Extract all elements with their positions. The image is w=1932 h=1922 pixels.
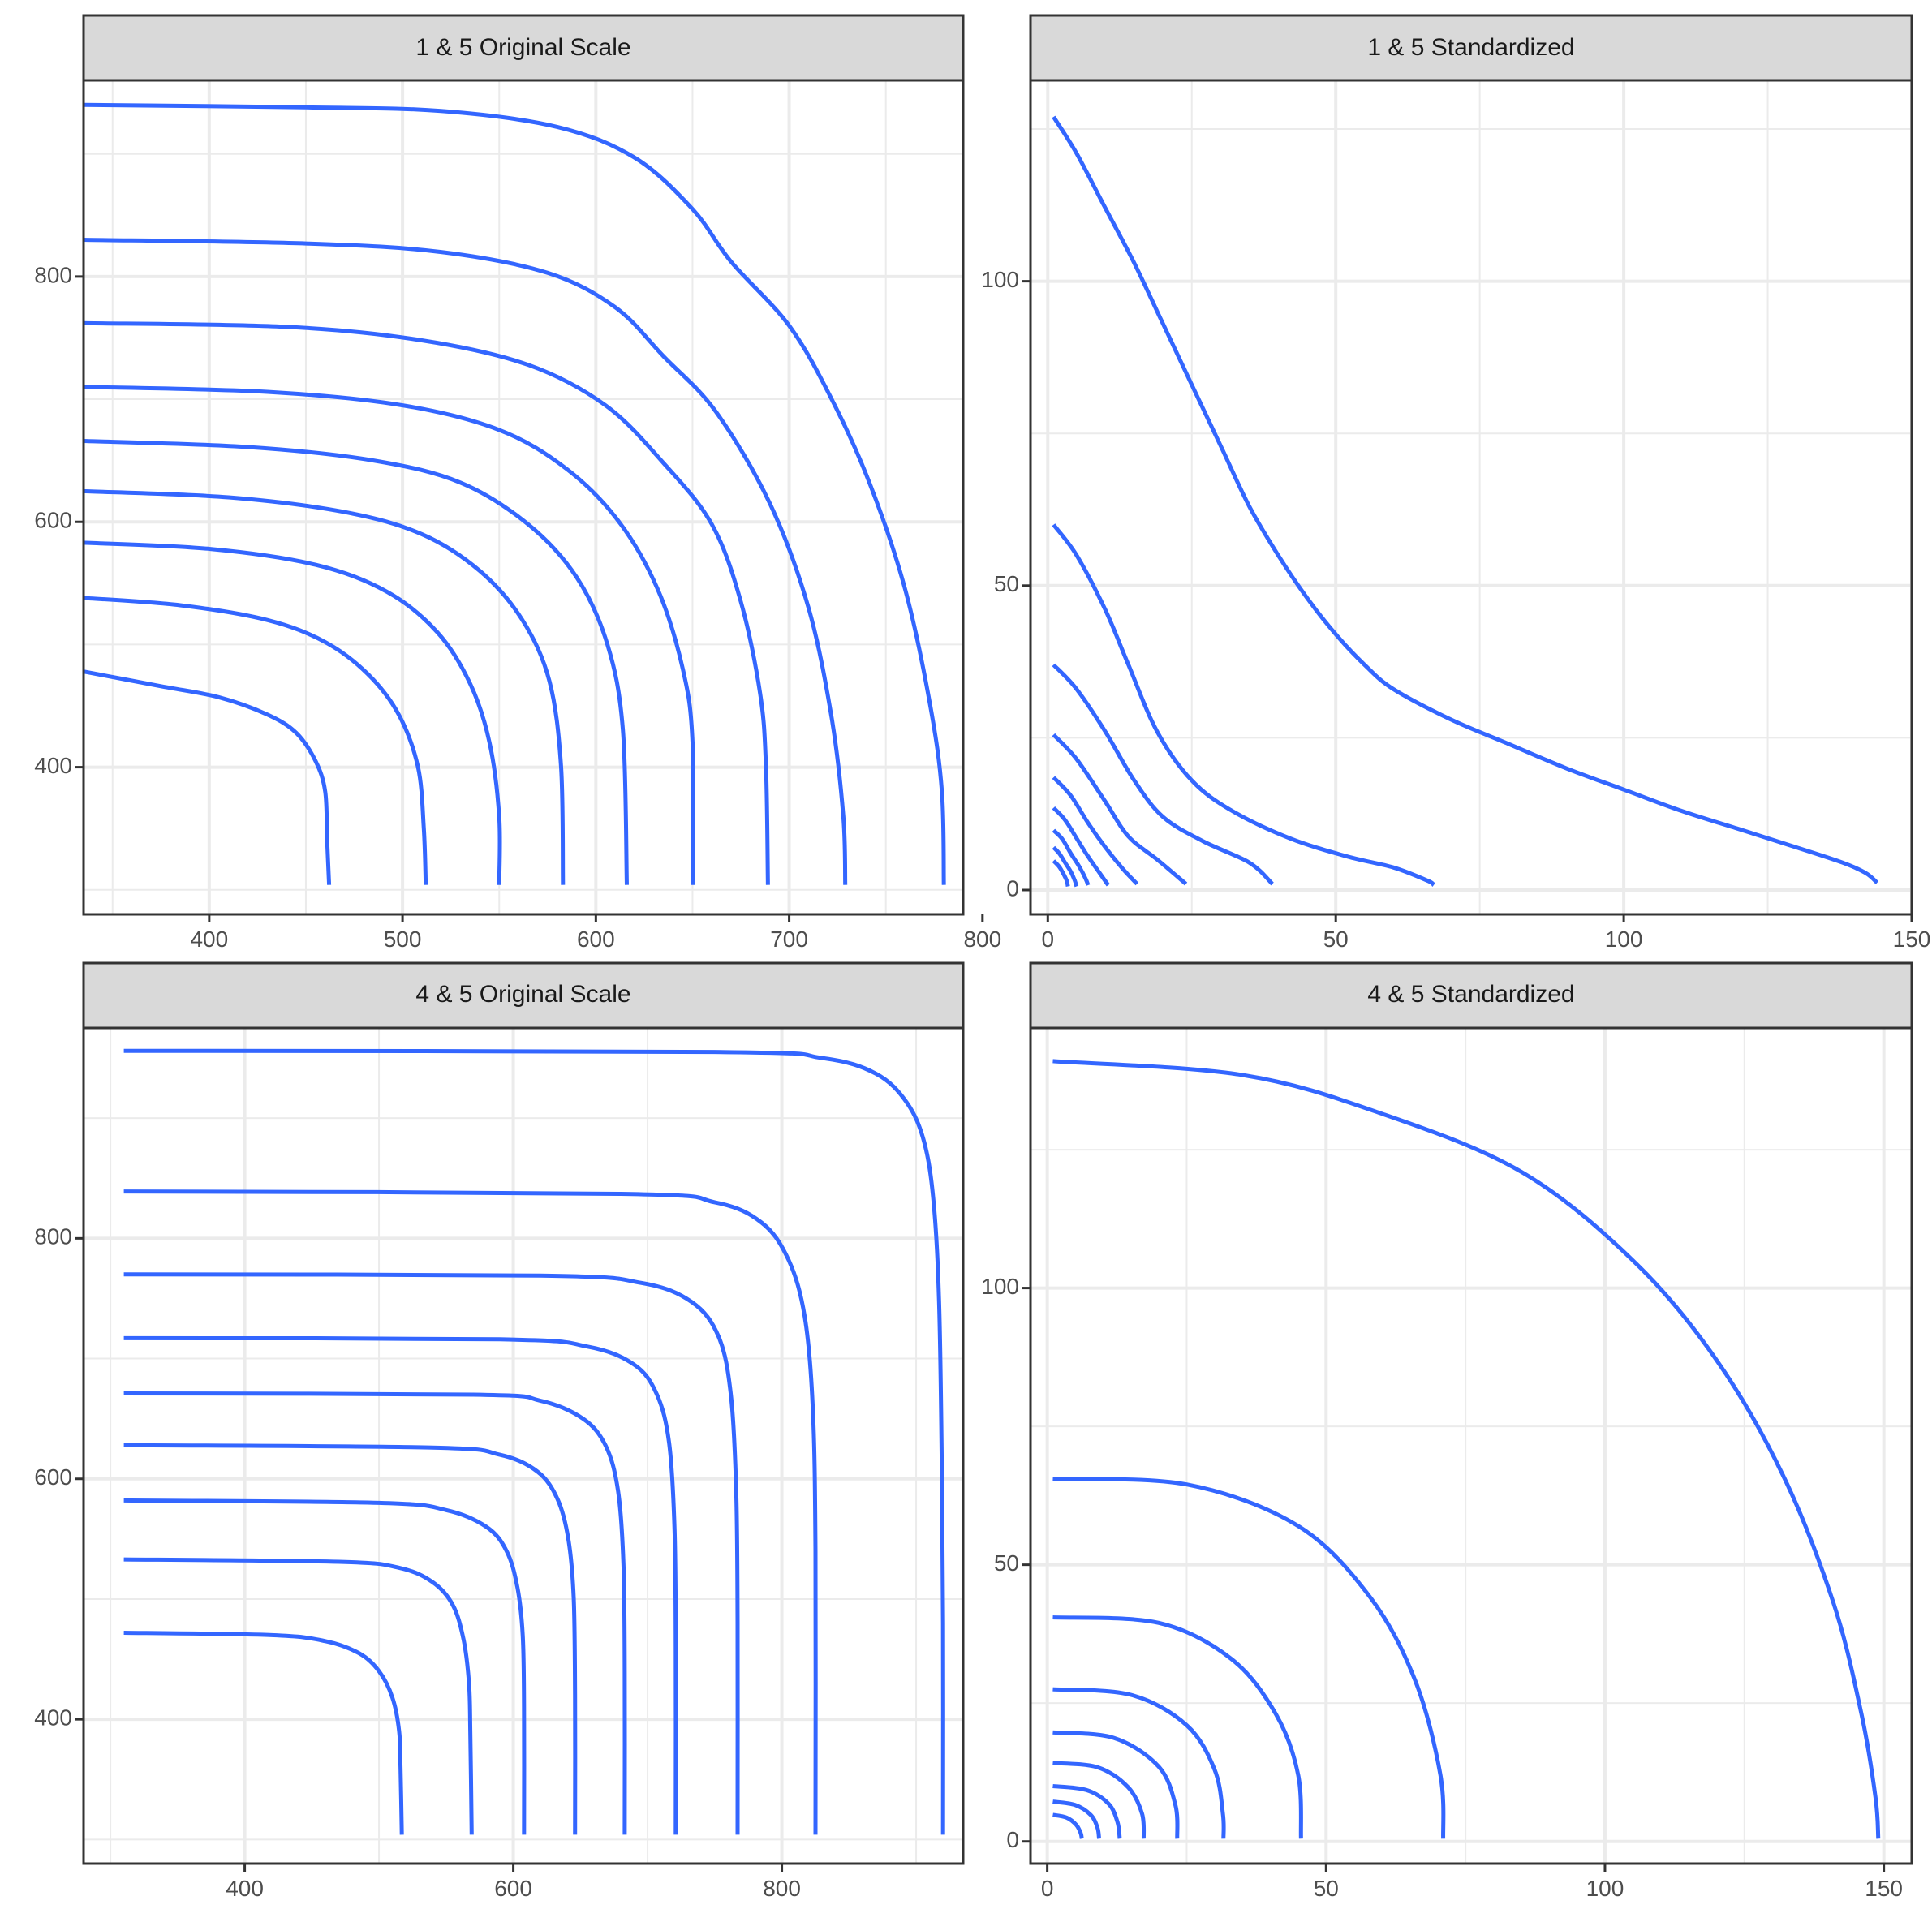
panel-title-4-5-original-scale: 4 & 5 Original Scale <box>415 981 630 1008</box>
contour-line-1 <box>1052 1812 1084 1839</box>
plot-area-1-5-standardized <box>1031 80 1912 914</box>
contour-line-9 <box>1052 115 1879 884</box>
contour-lines <box>1052 1059 1881 1839</box>
x-tick-label: 150 <box>1893 927 1931 952</box>
strip-4-5-original-scale <box>82 961 965 1030</box>
x-tick-label: 400 <box>190 927 228 952</box>
contour-line-1 <box>1052 859 1070 887</box>
contour-line-7 <box>123 1272 740 1835</box>
y-tick-label: 400 <box>34 1705 72 1731</box>
y-tick-label: 800 <box>34 262 72 287</box>
contour-line-9 <box>123 1048 945 1835</box>
contour-line-2 <box>1052 1799 1101 1839</box>
panel-border <box>82 79 965 916</box>
strip-4-5-standardized <box>1029 961 1913 1030</box>
axes: 0 50 100 150 0 50 100 <box>981 1274 1903 1901</box>
strip-1-5-original-scale <box>82 14 965 82</box>
panel-1-5-original-scale: 1 & 5 Original Scale 400 500 600 700 800 400 6… <box>34 14 1001 952</box>
contour-line-6 <box>83 385 695 885</box>
contour-line-5 <box>123 1391 627 1835</box>
contour-line-4 <box>123 1443 578 1835</box>
x-tick-label: 600 <box>577 927 615 952</box>
contour-line-6 <box>1052 733 1188 886</box>
panel-border <box>1029 1026 1913 1865</box>
contour-line-7 <box>83 320 770 885</box>
contour-line-5 <box>1052 776 1139 886</box>
contour-line-3 <box>83 540 502 885</box>
plot-area-4-5-standardized <box>1031 1028 1912 1864</box>
y-tick-label: 800 <box>34 1224 72 1249</box>
strip-1-5-standardized <box>1029 14 1913 82</box>
contour-line-2 <box>123 1557 474 1835</box>
y-tick-label: 50 <box>994 571 1019 596</box>
axes: 0 50 100 150 0 50 100 <box>981 267 1930 952</box>
contour-line-6 <box>123 1335 678 1835</box>
contour-line-8 <box>1052 523 1435 887</box>
contour-line-7 <box>1052 663 1274 886</box>
contour-line-3 <box>1052 828 1091 886</box>
x-tick-label: 50 <box>1314 1876 1339 1901</box>
x-tick-label: 50 <box>1323 927 1349 952</box>
contour-line-5 <box>83 439 629 885</box>
contour-lines <box>1052 115 1879 888</box>
panel-title-1-5-original-scale: 1 & 5 Original Scale <box>415 34 630 61</box>
contour-line-8 <box>1052 1477 1446 1839</box>
y-tick-label: 100 <box>981 1274 1019 1299</box>
axes: 400 600 800 400 600 800 <box>34 1224 801 1901</box>
y-tick-label: 400 <box>34 753 72 778</box>
x-tick-label: 800 <box>963 927 1001 952</box>
x-tick-label: 800 <box>763 1876 801 1901</box>
contour-lines <box>83 102 946 885</box>
panel-border <box>1029 79 1913 916</box>
contour-line-4 <box>1052 1761 1147 1839</box>
x-tick-label: 400 <box>226 1876 264 1901</box>
contour-line-3 <box>1052 1784 1122 1839</box>
contour-line-9 <box>1052 1059 1881 1839</box>
panel-4-5-standardized: 4 & 5 Standardized 0 50 100 150 0 50 100 <box>981 961 1913 1901</box>
panel-title-1-5-standardized: 1 & 5 Standardized <box>1367 34 1574 61</box>
x-tick-label: 0 <box>1041 1876 1054 1901</box>
panel-title-4-5-standardized: 4 & 5 Standardized <box>1367 981 1574 1008</box>
contour-line-6 <box>1052 1687 1226 1839</box>
panel-4-5-original-scale: 4 & 5 Original Scale 400 600 800 400 600 800 <box>34 961 965 1901</box>
x-tick-label: 0 <box>1042 927 1055 952</box>
panel-1-5-standardized: 1 & 5 Standardized 0 50 100 150 0 50 100 <box>981 14 1930 952</box>
x-tick-label: 100 <box>1605 927 1643 952</box>
y-tick-label: 0 <box>1006 1827 1019 1852</box>
x-tick-label: 700 <box>770 927 808 952</box>
contour-line-9 <box>83 102 946 885</box>
panel-border <box>82 1026 965 1865</box>
gridlines <box>1031 1028 1912 1864</box>
contour-line-4 <box>83 488 566 885</box>
contour-line-1 <box>123 1631 404 1835</box>
x-tick-label: 500 <box>384 927 422 952</box>
x-tick-label: 150 <box>1865 1876 1903 1901</box>
y-tick-label: 600 <box>34 508 72 533</box>
contour-lines <box>123 1048 945 1835</box>
contour-line-2 <box>1052 845 1079 888</box>
contour-line-7 <box>1052 1615 1303 1839</box>
contour-line-1 <box>83 669 332 885</box>
y-tick-label: 50 <box>994 1550 1019 1576</box>
x-tick-label: 100 <box>1586 1876 1624 1901</box>
contour-line-4 <box>1052 806 1110 887</box>
x-tick-label: 600 <box>494 1876 532 1901</box>
contour-line-3 <box>123 1498 527 1835</box>
contour-line-2 <box>83 596 428 885</box>
contour-line-8 <box>123 1189 818 1835</box>
axes: 400 500 600 700 800 400 600 800 <box>34 262 1001 952</box>
y-tick-label: 100 <box>981 267 1019 292</box>
y-tick-label: 0 <box>1006 875 1019 901</box>
contour-line-5 <box>1052 1730 1180 1839</box>
y-tick-label: 600 <box>34 1464 72 1490</box>
contour-line-8 <box>83 238 848 885</box>
